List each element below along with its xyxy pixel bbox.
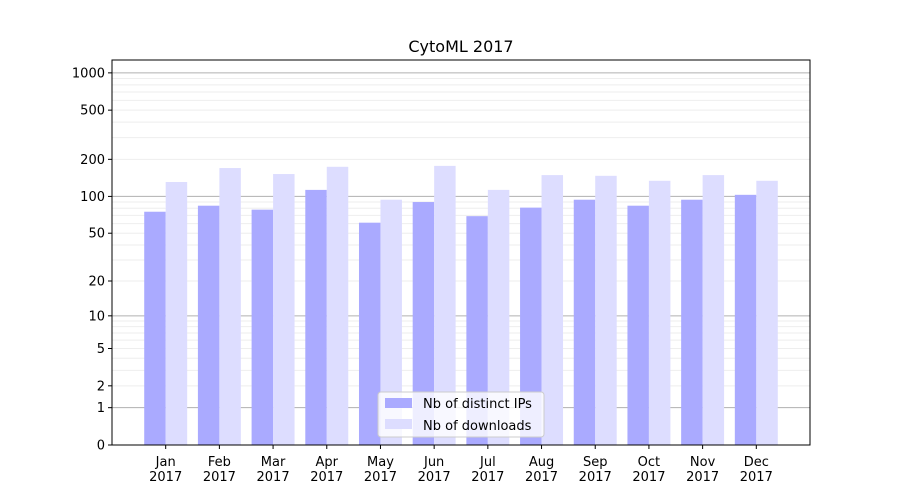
legend-label-ips: Nb of distinct IPs [423,397,532,412]
bar-downloads [380,199,402,445]
x-tick-label: Jul 2017 [471,455,504,485]
x-tick-label: Mar 2017 [257,455,290,485]
y-tick-label: 5 [97,342,105,357]
x-tick-label: Jan 2017 [149,455,182,485]
bar-ips [466,216,488,445]
x-axis: Jan 2017 Feb 2017 Mar 2017 Apr 2017 May 2017 Jun 20… [149,445,773,485]
bar-ips [412,202,435,445]
x-tick-label: Oct 2017 [632,455,665,485]
bar-ips [251,209,274,445]
y-tick-label: 2 [97,379,105,394]
y-tick-label: 200 [80,153,105,168]
bar-ips [627,205,649,445]
x-tick-label: Jun 2017 [418,455,451,485]
y-tick-label: 0 [97,439,105,454]
bar-downloads [487,189,510,445]
bar-downloads [434,165,456,445]
bar-ips [520,207,542,445]
chart-title: CytoML 2017 [408,37,513,56]
y-tick-label: 10 [88,309,105,324]
bar-downloads [648,180,671,445]
bar-ips [573,199,596,445]
bar-ips [144,211,166,445]
legend: Nb of distinct IPs Nb of downloads [377,391,545,438]
bar-ips [358,222,381,445]
bar-ips [734,194,757,445]
x-tick-label: May 2017 [364,455,397,485]
y-tick-label: 20 [88,275,105,290]
y-tick-label: 1 [97,401,105,416]
legend-box [377,391,545,438]
bar-downloads [273,174,295,445]
legend-swatch-downloads [385,419,412,429]
legend-label-downloads: Nb of downloads [423,419,532,434]
x-tick-label: Feb 2017 [203,455,236,485]
y-axis: 0 1 2 5 10 20 50 100 200 500 1000 [72,66,112,454]
bar-downloads [219,168,241,446]
bar-downloads [165,181,188,445]
legend-swatch-ips [385,398,412,408]
bar-downloads [541,175,564,445]
bars [144,165,778,446]
x-tick-label: Dec 2017 [740,455,773,485]
y-tick-label: 100 [80,190,105,205]
y-tick-label: 500 [80,104,105,119]
plot-frame [111,59,811,446]
bar-downloads [326,166,349,445]
bar-ips [681,199,703,445]
bar-downloads [595,175,617,445]
bar-downloads [756,180,778,445]
y-tick-label: 1000 [72,66,105,81]
x-tick-label: Nov 2017 [686,455,719,485]
x-tick-label: Sep 2017 [579,455,612,485]
bar-downloads [702,175,725,445]
bar-ips [305,189,327,445]
x-tick-label: Aug 2017 [525,455,558,485]
x-tick-label: Apr 2017 [310,455,343,485]
y-tick-label: 50 [88,227,105,242]
bar-ips [197,205,220,445]
